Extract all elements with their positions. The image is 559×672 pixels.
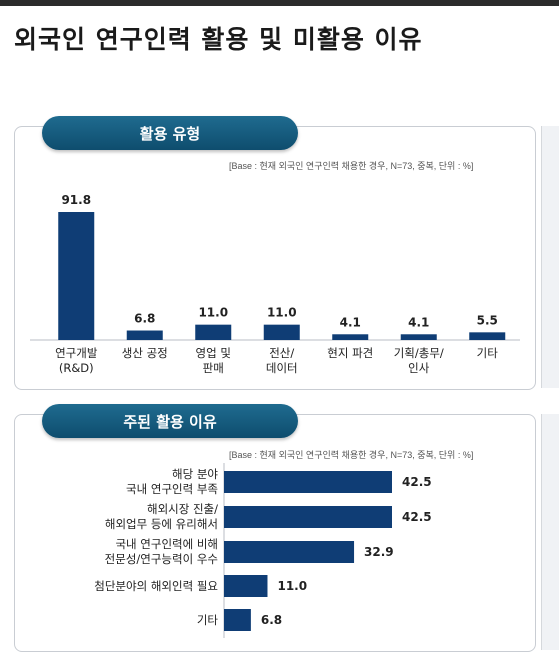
category-label: 기타 (197, 613, 219, 627)
data-label: 11.0 (267, 306, 297, 320)
category-label: 기타 (477, 346, 499, 360)
base-note: [Base : 현재 외국인 연구인력 채용한 경우, N=73, 중복, 단위… (229, 161, 474, 171)
category-label: 기획/총무/ (394, 346, 444, 360)
data-label: 6.8 (134, 312, 155, 326)
bar (224, 506, 392, 528)
data-label: 4.1 (340, 315, 361, 329)
data-label: 11.0 (277, 579, 307, 593)
bar (400, 334, 437, 340)
category-label: 현지 파견 (327, 346, 373, 360)
bar (126, 330, 163, 340)
category-label: 전문성/연구능력이 우수 (105, 552, 218, 566)
usage-type-title: 활용 유형 (42, 116, 298, 150)
category-label: 국내 연구인력 부족 (126, 482, 218, 496)
category-label: 데이터 (266, 361, 298, 375)
category-label: 해당 분야 (172, 467, 218, 481)
bar (224, 575, 268, 597)
bar (263, 324, 300, 340)
page-title: 외국인 연구인력 활용 및 미활용 이유 (14, 25, 423, 54)
data-label: 11.0 (198, 306, 228, 320)
bar (224, 541, 355, 563)
data-label: 32.9 (364, 545, 394, 559)
top-bar (0, 0, 559, 6)
data-label: 42.5 (402, 510, 432, 524)
right-edge-strip (541, 126, 559, 388)
bar (332, 334, 369, 340)
usage-reason-title: 주된 활용 이유 (42, 404, 298, 438)
data-label: 5.5 (477, 313, 498, 327)
category-label: 해외시장 진출/ (147, 502, 218, 516)
category-label: 해외업무 등에 유리해서 (105, 517, 218, 531)
usage-type-panel (14, 126, 536, 390)
category-label: (R&D) (59, 361, 94, 375)
data-label: 42.5 (402, 475, 432, 489)
base-note: [Base : 현재 외국인 연구인력 채용한 경우, N=73, 중복, 단위… (229, 450, 474, 460)
bar (224, 471, 392, 493)
bar (58, 212, 95, 340)
category-label: 생산 공정 (122, 346, 168, 360)
category-label: 영업 및 (196, 346, 231, 360)
data-label: 91.8 (61, 193, 91, 207)
data-label: 4.1 (408, 315, 429, 329)
bar (224, 609, 251, 631)
category-label: 첨단분야의 해외인력 필요 (94, 579, 218, 593)
right-edge-strip (541, 414, 559, 650)
category-label: 판매 (203, 361, 224, 375)
category-label: 전산/ (269, 346, 294, 360)
category-label: 인사 (408, 361, 430, 375)
category-label: 국내 연구인력에 비해 (115, 537, 218, 551)
bar (195, 324, 232, 340)
data-label: 6.8 (261, 613, 282, 627)
usage-reason-panel (14, 414, 536, 652)
category-label: 연구개발 (55, 346, 98, 360)
bar (469, 332, 506, 340)
